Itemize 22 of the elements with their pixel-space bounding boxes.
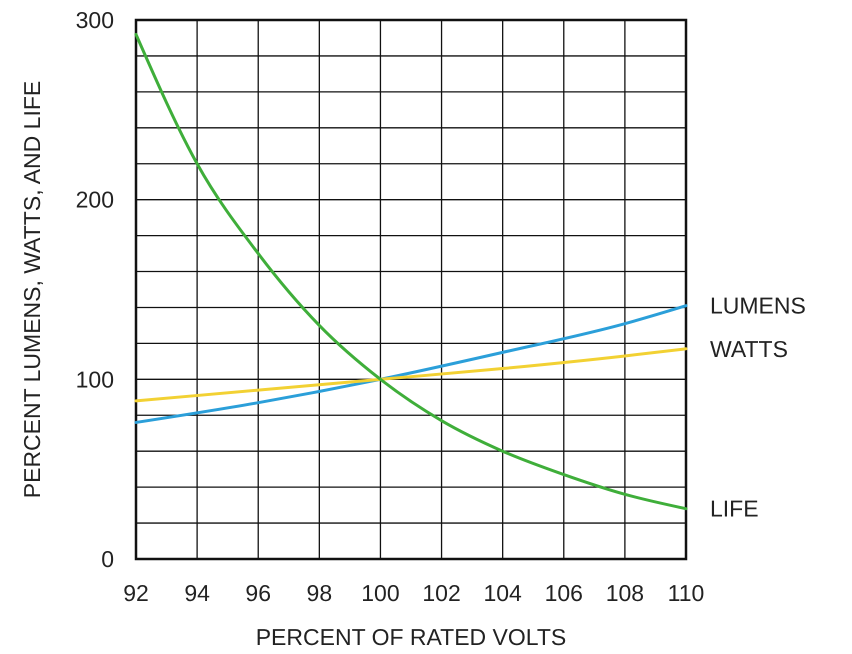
x-tick-label: 100 (361, 580, 400, 606)
x-tick-label: 104 (483, 580, 522, 606)
x-axis-title: PERCENT OF RATED VOLTS (256, 624, 566, 650)
y-tick-label: 300 (76, 7, 114, 34)
line-series (134, 32, 688, 510)
x-tick-label: 94 (184, 580, 210, 606)
series-label: LUMENS (710, 292, 806, 319)
series-label: LIFE (710, 496, 759, 522)
x-tick-label: 108 (606, 580, 644, 606)
line-series (134, 347, 688, 402)
series-label: WATTS (710, 336, 788, 362)
y-tick-label: 0 (101, 546, 114, 572)
line-series (134, 304, 688, 424)
y-axis-title: PERCENT LUMENS, WATTS, AND LIFE (19, 80, 45, 498)
y-tick-label: 200 (76, 186, 114, 213)
x-tick-label: 106 (544, 580, 583, 606)
x-tick-label: 102 (422, 580, 461, 606)
y-tick-label: 100 (76, 366, 114, 392)
x-tick-label: 96 (245, 580, 272, 606)
x-tick-label: 92 (123, 580, 149, 606)
x-tick-label: 110 (668, 580, 704, 606)
x-tick-label: 98 (306, 580, 332, 606)
